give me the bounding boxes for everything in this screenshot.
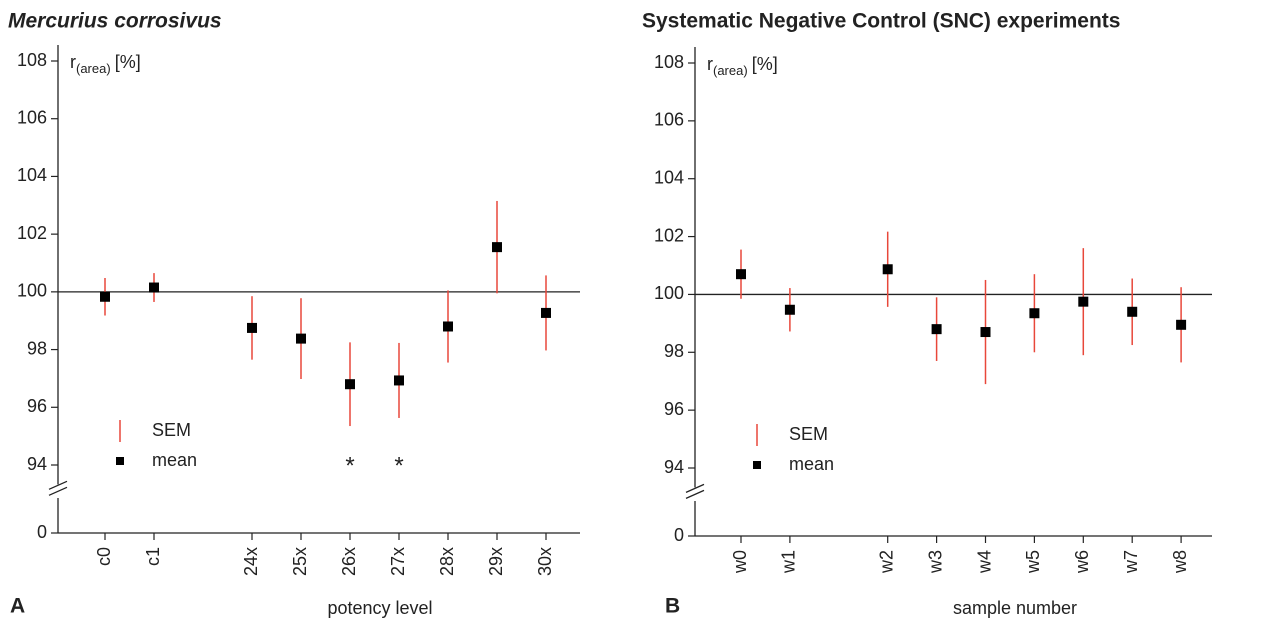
x-tick-label: 27x [388,547,408,576]
y-tick-label: 106 [654,110,684,130]
y-label-base: r [70,52,76,72]
significance-marker: * [394,452,403,479]
mean-marker [541,307,551,318]
x-tick-label: 30x [535,547,555,576]
y-tick-label: 94 [664,457,684,477]
axis-break [685,489,705,499]
chart-title: Systematic Negative Control (SNC) experi… [642,10,1120,33]
mean-marker [980,327,991,338]
mean-marker [931,324,942,335]
x-tick-label: 25x [290,547,310,576]
legend-marker-swatch [116,457,124,465]
y-axis-label: r(area) [%] [70,52,141,77]
y-label-subscript: (area) [713,63,748,78]
axis-break [685,483,705,493]
significance-marker: * [345,452,354,479]
mean-marker [149,282,159,293]
legend-marker-swatch [753,461,761,469]
mean-marker [247,322,257,333]
x-tick-label: w4 [974,550,994,574]
legend-error-label: SEM [152,420,191,440]
x-tick-label: c0 [94,547,114,566]
mean-marker [736,269,746,280]
y-tick-label: 104 [654,167,684,187]
mean-marker [100,291,110,302]
y-label-unit: [%] [752,54,778,74]
mean-marker [784,304,795,315]
y-tick-label: 100 [654,283,684,303]
y-label-subscript: (area) [76,61,111,76]
x-tick-label: 29x [486,547,506,576]
mean-marker [394,375,404,386]
x-tick-label: c1 [143,547,163,566]
y-tick-label: 98 [664,341,684,361]
x-tick-label: w3 [925,550,945,574]
x-tick-label: w6 [1072,550,1092,574]
mean-marker [882,264,893,275]
y-label-base: r [707,54,713,74]
x-tick-label: w0 [730,550,750,574]
mean-marker [1176,319,1187,330]
legend-marker-label: mean [152,450,197,470]
mean-marker [1029,308,1040,319]
y-tick-label: 102 [17,223,47,243]
x-tick-label: w7 [1121,550,1141,574]
x-tick-label: 26x [339,547,359,576]
x-tick-label: w1 [779,550,799,574]
x-tick-label: 24x [241,547,261,576]
y-tick-label: 106 [17,107,47,127]
panel-label: B [665,595,680,618]
x-axis-label: sample number [953,598,1077,618]
y-tick-label: 108 [654,52,684,72]
legend-marker-label: mean [789,454,834,474]
x-axis-label: potency level [327,598,432,618]
mean-marker [296,333,306,344]
y-tick-label: 108 [17,50,47,70]
y-label-unit: [%] [115,52,141,72]
y-tick-label: 96 [664,399,684,419]
x-tick-label: w5 [1023,550,1043,574]
y-tick-label: 0 [37,522,47,542]
mean-marker [345,379,355,390]
y-tick-label: 94 [27,454,47,474]
y-tick-label: 102 [654,225,684,245]
x-tick-label: w8 [1170,550,1190,574]
x-tick-label: w2 [876,550,896,574]
panel-label: A [10,595,25,618]
y-tick-label: 104 [17,165,47,185]
mean-marker [443,321,453,332]
axis-break [48,480,68,490]
y-tick-label: 100 [17,281,47,301]
axis-break [48,486,68,496]
y-tick-label: 96 [27,396,47,416]
mean-marker [1078,296,1089,307]
y-tick-label: 0 [674,525,684,545]
chart-title: Mercurius corrosivus [8,10,222,33]
y-tick-label: 98 [27,338,47,358]
mean-marker [1127,306,1138,317]
mean-marker [492,242,502,253]
y-axis-label: r(area) [%] [707,54,778,79]
x-tick-label: 28x [437,547,457,576]
legend-error-label: SEM [789,424,828,444]
